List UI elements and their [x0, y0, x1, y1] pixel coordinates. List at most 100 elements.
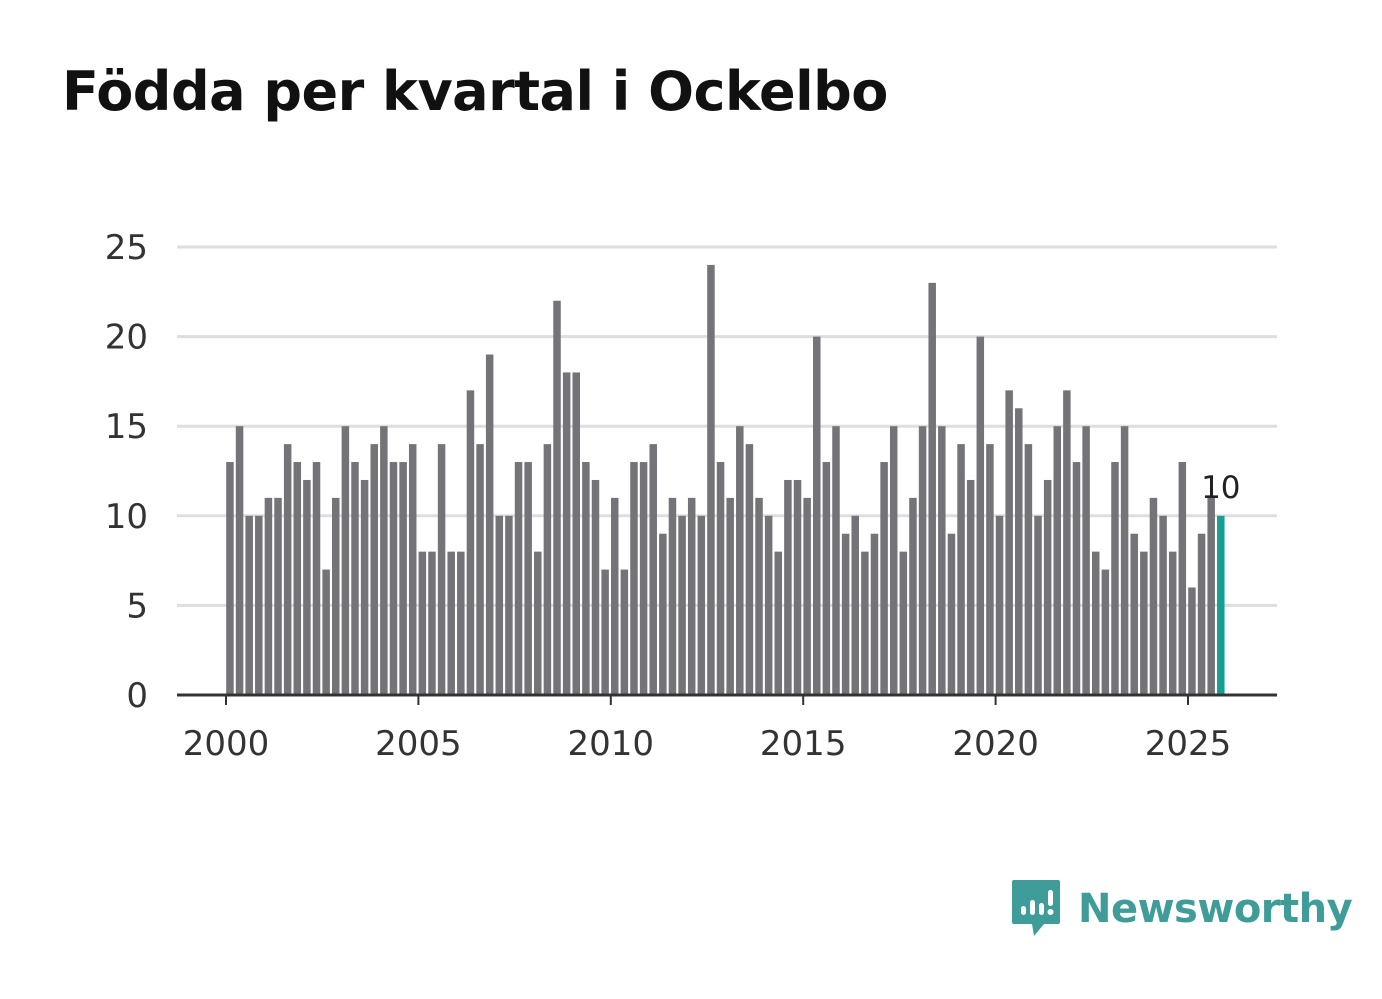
bar: [620, 569, 629, 695]
bar-latest: [1217, 515, 1225, 695]
bar: [938, 426, 946, 695]
x-tick-label: 2000: [183, 724, 270, 764]
bar: [495, 515, 504, 695]
bar: [630, 462, 638, 695]
bar: [736, 426, 744, 695]
bar: [880, 462, 888, 695]
bar: [861, 551, 869, 695]
x-tick-label: 2005: [375, 724, 462, 764]
chart-title: Födda per kvartal i Ockelbo: [62, 60, 888, 123]
bar: [303, 479, 311, 695]
bar: [351, 462, 359, 695]
bar: [1015, 408, 1023, 695]
bar: [466, 390, 475, 695]
bar: [562, 372, 571, 695]
bar: [1159, 515, 1167, 695]
bar: [418, 551, 427, 695]
bar: [543, 444, 552, 695]
bar: [1024, 444, 1033, 695]
bar: [909, 497, 917, 695]
bar: [293, 462, 302, 695]
y-tick-label: 15: [105, 407, 148, 447]
bar: [1082, 426, 1090, 695]
bar: [918, 426, 927, 695]
bar: [399, 462, 407, 695]
y-axis-ticks: 0 5 10 15 20 25: [105, 228, 148, 716]
bar: [1043, 479, 1052, 695]
bar: [341, 426, 350, 695]
bar: [1130, 533, 1138, 695]
bar: [553, 300, 561, 695]
bar: [1178, 462, 1187, 695]
bar: [447, 551, 455, 695]
bar: [610, 497, 619, 695]
bar: [793, 479, 802, 695]
bar: [813, 336, 821, 695]
bar: [1149, 497, 1158, 695]
bar: [716, 462, 725, 695]
bar: [370, 444, 378, 695]
bar: [726, 497, 734, 695]
x-tick-label: 2010: [568, 724, 655, 764]
y-tick-label: 5: [126, 586, 148, 626]
brand-logo: Newsworthy: [1010, 878, 1353, 940]
bar: [505, 515, 513, 695]
bar: [1168, 551, 1177, 695]
bar: [514, 462, 523, 695]
x-tick-label: 2015: [760, 724, 847, 764]
bar: [928, 282, 936, 695]
bar: [678, 515, 686, 695]
bar: [1053, 426, 1062, 695]
bar: [389, 462, 398, 695]
bar: [524, 462, 532, 695]
bar: [659, 533, 667, 695]
bar: [283, 444, 292, 695]
bar: [851, 515, 859, 695]
bar: [1072, 462, 1081, 695]
bar: [264, 497, 273, 695]
bar: [986, 444, 994, 695]
x-tick-label: 2025: [1145, 724, 1232, 764]
bar: [784, 479, 792, 695]
bar: [255, 515, 263, 695]
x-tick-label: 2020: [952, 724, 1039, 764]
bar: [707, 264, 715, 695]
bar: [957, 444, 965, 695]
bar: [995, 515, 1004, 695]
bar: [332, 497, 340, 695]
bar: [476, 444, 484, 695]
bar: [245, 515, 253, 695]
bar: [668, 497, 677, 695]
latest-value-label: 10: [1201, 470, 1240, 506]
bar: [485, 354, 494, 695]
bar: [1091, 551, 1100, 695]
bar: [755, 497, 763, 695]
bar: [803, 497, 811, 695]
bar: [322, 569, 330, 695]
bar: [312, 462, 321, 695]
bar: [572, 372, 581, 695]
bar: [687, 497, 696, 695]
bar: [1207, 497, 1215, 695]
newsworthy-logo-icon: [1012, 880, 1060, 936]
bar: [235, 426, 244, 695]
bar: [1120, 426, 1129, 695]
bar: [1101, 569, 1110, 695]
bar: [1140, 551, 1148, 695]
bar: [428, 551, 436, 695]
bar: [870, 533, 879, 695]
y-tick-label: 20: [105, 318, 148, 358]
bars: [226, 264, 1225, 695]
bar: [1111, 462, 1119, 695]
brand-name: Newsworthy: [1078, 886, 1353, 932]
bar: [822, 462, 831, 695]
bar: [966, 479, 975, 695]
bar: [1005, 390, 1013, 695]
bar: [380, 426, 388, 695]
bar: [745, 444, 754, 695]
bar: [764, 515, 773, 695]
bar: [639, 462, 648, 695]
bar: [832, 426, 840, 695]
bar: [274, 497, 282, 695]
bar: [774, 551, 783, 695]
